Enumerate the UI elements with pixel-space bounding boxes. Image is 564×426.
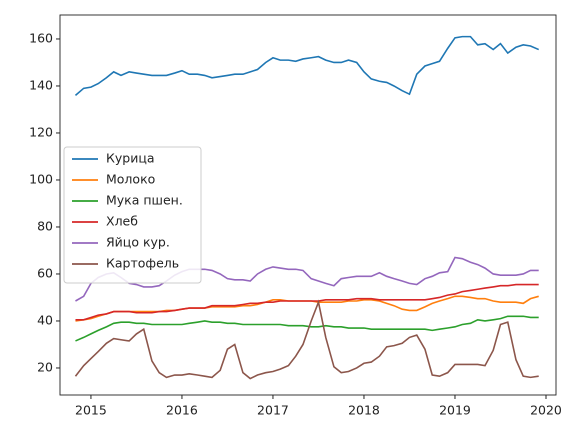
series-line bbox=[75, 315, 539, 342]
y-tick-label: 20 bbox=[37, 359, 53, 374]
x-tick-label: 2019 bbox=[439, 403, 471, 418]
legend-label: Хлеб bbox=[106, 214, 138, 229]
x-tick-label: 2017 bbox=[257, 403, 289, 418]
x-tick-label: 2020 bbox=[530, 403, 562, 418]
series-line bbox=[74, 299, 539, 380]
legend-label: Картофель bbox=[106, 256, 179, 271]
legend-label: Молоко bbox=[106, 172, 155, 187]
y-tick-label: 60 bbox=[37, 265, 53, 280]
x-tick-label: 2018 bbox=[348, 403, 380, 418]
legend-box bbox=[63, 146, 202, 284]
x-tick-label: 2015 bbox=[75, 403, 107, 418]
legend: Курица Молоко Мука пшен. Хлеб Яйцо кур. Карто… bbox=[63, 146, 202, 284]
y-tick-label: 100 bbox=[29, 171, 53, 186]
legend-label: Мука пшен. bbox=[106, 193, 183, 208]
y-tick-label: 120 bbox=[29, 124, 53, 139]
x-tick-label: 2016 bbox=[166, 403, 198, 418]
series-line bbox=[74, 35, 540, 96]
axes-frame bbox=[59, 14, 557, 396]
y-tick-label: 40 bbox=[37, 312, 53, 327]
y-tick-label: 80 bbox=[37, 218, 53, 233]
legend-label: Яйцо кур. bbox=[106, 235, 170, 250]
y-tick-label: 160 bbox=[29, 30, 53, 45]
legend-label: Курица bbox=[106, 151, 155, 166]
y-tick-label: 140 bbox=[29, 77, 53, 92]
series-line bbox=[75, 283, 539, 321]
series-line bbox=[75, 256, 539, 302]
series-line bbox=[75, 295, 539, 322]
